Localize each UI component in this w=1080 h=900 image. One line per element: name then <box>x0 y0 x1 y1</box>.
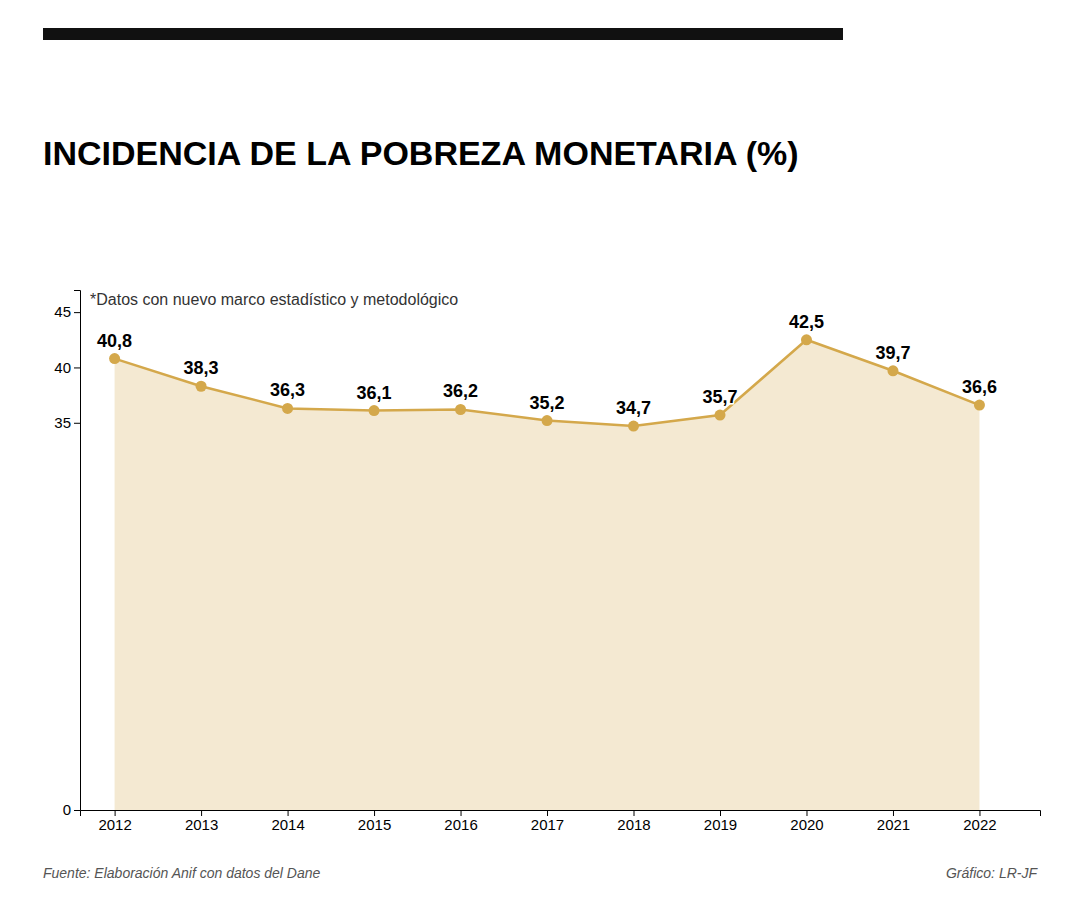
area <box>115 340 980 810</box>
x-tick-label: 2014 <box>271 816 304 833</box>
x-tick-label: 2013 <box>185 816 218 833</box>
x-tick-label: 2019 <box>704 816 737 833</box>
x-tick-label: 2017 <box>531 816 564 833</box>
x-tick-label: 2021 <box>877 816 910 833</box>
plot-area <box>109 334 985 810</box>
point <box>887 365 898 376</box>
x-tick: 2016 <box>444 810 477 833</box>
y-tick-label: 45 <box>54 303 71 320</box>
y-tick-mark <box>74 312 80 313</box>
point <box>369 405 380 416</box>
x-tick: 2015 <box>358 810 391 833</box>
y-tick-label: 0 <box>63 801 71 818</box>
data-labels: 40,8 38,3 36,3 36,1 36,2 35,2 34,7 35,7 42,5 39,7… <box>97 312 997 418</box>
y-axis: 0 35 40 45 <box>54 291 80 819</box>
x-tick: 2018 <box>617 810 650 833</box>
x-tick: 2020 <box>790 810 823 833</box>
y-tick: 45 <box>54 303 80 320</box>
data-label: 39,7 <box>875 343 910 363</box>
x-tick-label: 2022 <box>963 816 996 833</box>
x-tick: 2019 <box>704 810 737 833</box>
x-tick: 2013 <box>185 810 218 833</box>
y-tick: 40 <box>54 359 80 376</box>
data-label: 40,8 <box>97 331 132 351</box>
title: INCIDENCIA DE LA POBREZA MONETARIA (%) <box>43 134 799 172</box>
x-tick: 2017 <box>531 810 564 833</box>
point <box>455 404 466 415</box>
point <box>715 410 726 421</box>
y-axis-line <box>74 291 81 811</box>
point <box>282 403 293 414</box>
x-tick: 2022 <box>963 810 996 833</box>
subtitle: *Datos con nuevo marco estadístico y met… <box>90 291 458 308</box>
y-tick-label: 35 <box>54 414 71 431</box>
data-label: 36,1 <box>357 383 392 403</box>
footer-left: Fuente: Elaboración Anif con datos del D… <box>43 865 321 881</box>
data-label: 36,6 <box>962 377 997 397</box>
top-bar <box>43 28 843 40</box>
y-tick-mark <box>74 367 80 368</box>
point <box>801 334 812 345</box>
data-label: 38,3 <box>184 358 219 378</box>
point <box>109 353 120 364</box>
point <box>542 415 553 426</box>
x-tick-label: 2020 <box>790 816 823 833</box>
data-label: 35,7 <box>702 387 737 407</box>
x-tick-label: 2018 <box>617 816 650 833</box>
data-label: 35,2 <box>530 393 565 413</box>
x-tick-label: 2015 <box>358 816 391 833</box>
chart: INCIDENCIA DE LA POBREZA MONETARIA (%) 20… <box>0 0 1080 900</box>
line <box>115 340 980 426</box>
y-tick: 35 <box>54 414 80 431</box>
x-tick: 2014 <box>271 810 304 833</box>
data-label: 36,2 <box>443 381 478 401</box>
footer-right: Gráfico: LR-JF <box>946 865 1038 881</box>
y-tick-label: 40 <box>54 359 71 376</box>
y-tick-mark <box>74 423 80 424</box>
point <box>628 421 639 432</box>
point <box>974 400 985 411</box>
data-label: 34,7 <box>616 398 651 418</box>
x-axis: 2012 2013 2014 2015 2016 2017 2018 2019 2020 2021… <box>81 810 1041 833</box>
point <box>196 381 207 392</box>
data-label: 42,5 <box>789 312 824 332</box>
data-label: 36,3 <box>270 380 305 400</box>
x-tick-label: 2012 <box>98 816 131 833</box>
x-tick: 2012 <box>98 810 131 833</box>
y-tick-mark <box>74 810 80 811</box>
y-tick: 0 <box>63 801 80 818</box>
x-tick: 2021 <box>877 810 910 833</box>
x-tick-label: 2016 <box>444 816 477 833</box>
